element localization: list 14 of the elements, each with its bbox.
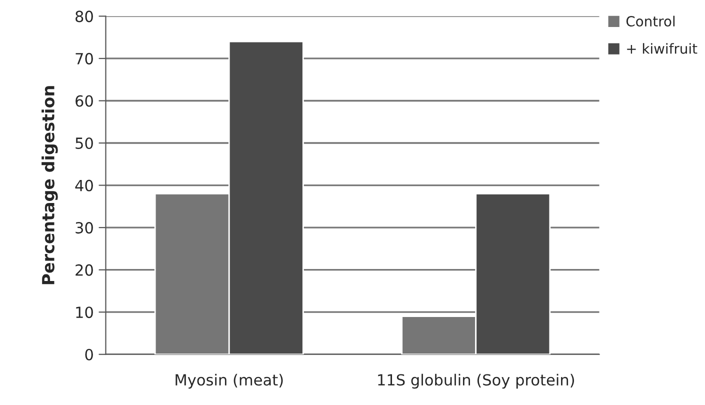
x-tick-label: Myosin (meat) [176,374,283,389]
y-tick-label: 30 [76,222,93,234]
y-tick-label: 40 [75,180,93,192]
legend-label: + kiwifruit [627,43,698,54]
y-tick-label: 80 [76,10,93,22]
y-tick-label: 70 [76,52,93,64]
x-tick-label: 11S globulin (Soy protein) [378,374,574,389]
y-tick-label: 10 [76,306,93,318]
y-axis-title: Percentage digestion [42,86,58,284]
y-tick-label: 20 [76,264,93,276]
legend-label: Control [626,16,675,27]
y-tick-label: 50 [76,137,93,150]
y-tick-label: 60 [76,95,93,107]
y-tick-label: 0 [85,348,93,360]
